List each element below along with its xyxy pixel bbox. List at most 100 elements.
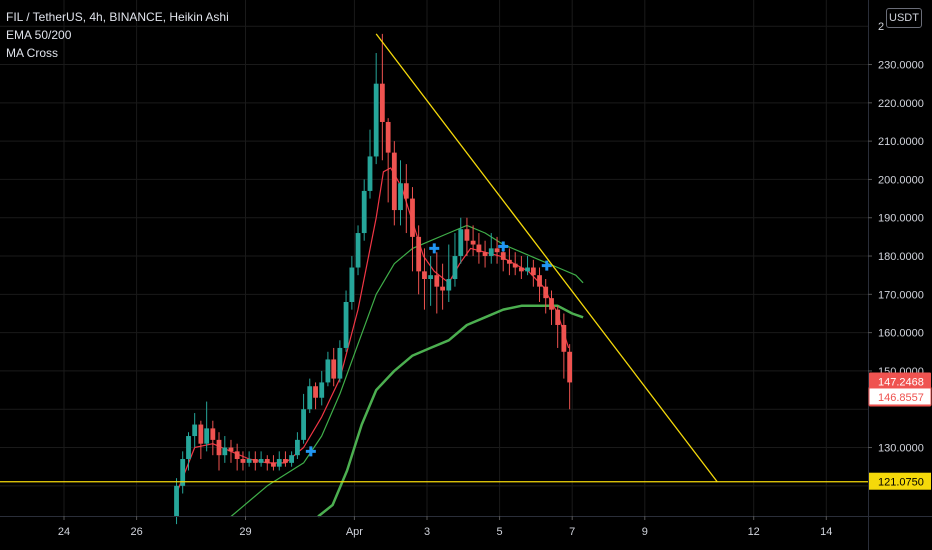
candle xyxy=(216,432,222,471)
candle-body xyxy=(174,485,179,517)
candle-body xyxy=(555,309,561,325)
price-tick-label: 220.0000 xyxy=(878,98,924,110)
candle-body xyxy=(507,259,512,264)
candle-body xyxy=(343,301,349,348)
candle-body xyxy=(301,409,306,440)
candle-body xyxy=(228,447,234,452)
candle xyxy=(416,225,422,295)
time-tick-label: 9 xyxy=(642,526,648,538)
price-tick-label: 130.0000 xyxy=(878,443,924,455)
candle xyxy=(549,290,554,325)
candle-body xyxy=(567,351,573,383)
candle xyxy=(355,225,361,276)
candle-body xyxy=(398,183,403,211)
candle xyxy=(246,451,252,467)
horizontal-level-tag: 121.0750 xyxy=(869,472,931,490)
horizontal-level-tag-bg xyxy=(869,472,931,490)
currency-button[interactable]: USDT xyxy=(886,8,922,28)
candle-body xyxy=(385,121,391,153)
time-tick-label: 5 xyxy=(497,526,503,538)
trendline-layer[interactable] xyxy=(375,33,718,483)
candle xyxy=(434,252,440,314)
candles xyxy=(174,33,573,525)
second-price-tag: 146.8557 xyxy=(868,387,932,406)
candle-body xyxy=(518,267,524,272)
candle xyxy=(367,129,373,199)
candle xyxy=(349,256,355,310)
candle-body xyxy=(530,267,536,276)
price-tick-label: 230.0000 xyxy=(878,60,924,72)
candle xyxy=(530,259,536,287)
indicator-ema[interactable]: EMA 50/200 xyxy=(6,28,72,42)
candle-body xyxy=(391,152,397,211)
candle xyxy=(482,240,488,268)
candle-body xyxy=(234,451,240,460)
candle xyxy=(289,451,295,467)
candle-body xyxy=(512,263,518,268)
indicator-ma-cross[interactable]: MA Cross xyxy=(6,46,59,60)
candle-body xyxy=(416,236,422,272)
candle xyxy=(452,233,458,287)
time-tick-label: Apr xyxy=(346,526,363,538)
candle-body xyxy=(403,183,409,199)
candle-body xyxy=(482,252,488,257)
candle xyxy=(525,256,530,276)
ema-mid-line xyxy=(230,224,584,517)
candle-body xyxy=(434,275,440,287)
candle-body xyxy=(410,198,415,237)
candle-body xyxy=(537,275,542,287)
candle xyxy=(555,305,561,348)
candle xyxy=(361,179,367,241)
candle xyxy=(494,236,500,264)
candle-body xyxy=(476,244,482,253)
candle-body xyxy=(561,324,567,352)
trendline[interactable] xyxy=(375,33,718,483)
candle xyxy=(192,413,198,448)
candle xyxy=(307,378,313,414)
candle xyxy=(488,233,494,264)
last-price-value: 147.2468 xyxy=(878,376,924,388)
candle xyxy=(543,279,549,314)
candle-body xyxy=(222,447,228,456)
candle xyxy=(561,313,567,379)
time-tick-label: 24 xyxy=(58,526,70,538)
candle xyxy=(512,252,518,276)
time-tick-label: 12 xyxy=(748,526,760,538)
candle xyxy=(313,382,318,410)
candle xyxy=(283,451,288,467)
chart-legend: FIL / TetherUS, 4h, BINANCE, Heikin Ashi… xyxy=(6,8,229,62)
candle xyxy=(428,256,434,306)
candle xyxy=(518,256,524,280)
candle-body xyxy=(198,424,204,444)
candle xyxy=(379,33,385,161)
horizontal-level-value: 121.0750 xyxy=(878,477,924,489)
time-tick-label: 14 xyxy=(820,526,832,538)
candle-body xyxy=(180,459,186,486)
candle xyxy=(276,451,282,471)
time-tick-label: 29 xyxy=(239,526,251,538)
time-axis[interactable]: 24 26 29 Apr 3 5 7 9 12 14 xyxy=(0,516,932,538)
candle-body xyxy=(458,229,464,257)
candle-body xyxy=(264,459,270,463)
time-tick-label: 3 xyxy=(424,526,430,538)
candle-body xyxy=(252,459,258,463)
candle xyxy=(422,248,427,310)
price-tick-label: 170.0000 xyxy=(878,289,924,301)
price-tick-label: 200.0000 xyxy=(878,174,924,186)
candle-body xyxy=(331,359,337,379)
candle-body xyxy=(488,248,494,257)
candle-body xyxy=(307,386,313,410)
symbol-title[interactable]: FIL / TetherUS, 4h, BINANCE, Heikin Ashi xyxy=(6,10,229,24)
price-tick-label: 190.0000 xyxy=(878,213,924,225)
candle xyxy=(271,455,276,471)
candle-body xyxy=(240,459,246,463)
candle xyxy=(198,420,204,460)
candle-body xyxy=(246,459,252,463)
candle xyxy=(295,432,300,460)
cross-marker xyxy=(541,260,552,271)
price-tick-label: 180.0000 xyxy=(878,251,924,263)
candle xyxy=(343,290,349,352)
candle xyxy=(234,443,240,471)
